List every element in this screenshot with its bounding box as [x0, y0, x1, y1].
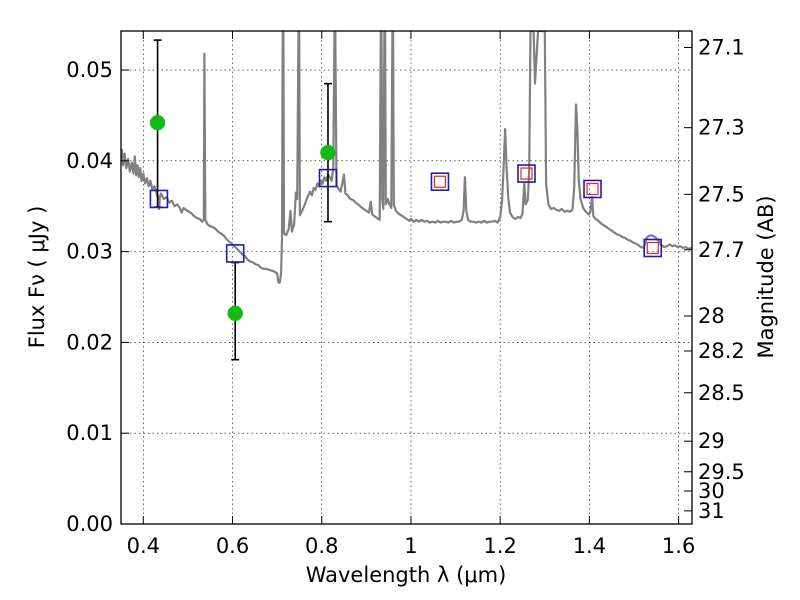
- x-axis-label: Wavelength λ (μm): [306, 563, 507, 587]
- model-box-point: [583, 179, 602, 199]
- y-tick-label: 0.05: [66, 58, 113, 82]
- y2-tick-label: 27.1: [698, 36, 745, 60]
- model-box-point: [318, 168, 338, 188]
- y-tick-label: 0.02: [66, 330, 113, 354]
- x-tick-label: 1.6: [662, 534, 695, 558]
- x-tick-label: 1: [404, 534, 417, 558]
- y2-tick-label: 31: [698, 499, 725, 523]
- x-tick-label: 1.2: [483, 534, 516, 558]
- x-tick-label: 0.6: [216, 534, 249, 558]
- y2-tick-label: 27.5: [698, 182, 745, 206]
- model-photometry-points: [149, 164, 663, 263]
- y-tick-label: 0.00: [66, 512, 113, 536]
- plot-area: [121, 31, 692, 361]
- y2-tick-label: 28: [698, 304, 725, 328]
- model-box-point: [430, 172, 450, 192]
- y2-tick-label: 27.3: [698, 116, 745, 140]
- x-axis-ticks: 0.4 0.6 0.8 1 1.2 1.4 1.6: [127, 31, 695, 558]
- x-tick-label: 0.4: [127, 534, 160, 558]
- model-box-point: [149, 189, 169, 209]
- y-tick-label: 0.04: [66, 149, 113, 173]
- y2-tick-label: 28.2: [698, 339, 745, 363]
- y-axis-ticks: 0.00 0.01 0.02 0.03 0.04 0.05: [66, 58, 129, 536]
- observed-point: [320, 144, 336, 161]
- plot-frame: [120, 30, 693, 525]
- model-inner-point: [433, 175, 447, 188]
- y2-tick-label: 27.7: [698, 238, 745, 262]
- y-axis-label: Flux Fν ( μJy ): [25, 206, 49, 349]
- model-box-point: [517, 164, 536, 183]
- x-tick-label: 0.8: [305, 534, 338, 558]
- y2-axis-label: Magnitude (AB): [754, 195, 778, 358]
- model-box-point: [643, 238, 663, 258]
- y-tick-label: 0.01: [66, 421, 113, 445]
- spectrum-line: [121, 31, 692, 284]
- x-tick-label: 1.4: [573, 534, 606, 558]
- model-inner-point: [646, 241, 659, 255]
- grid-lines: [121, 31, 692, 524]
- y2-tick-label: 30: [698, 479, 725, 503]
- model-inner-points: [433, 167, 659, 255]
- observed-points: [149, 114, 336, 322]
- model-inner-point: [520, 167, 533, 180]
- y2-tick-label: 29: [698, 429, 725, 453]
- y2-tick-label: 29.5: [698, 460, 745, 484]
- observed-point: [227, 305, 243, 322]
- model-inner-point: [586, 182, 599, 196]
- observed-point: [149, 114, 166, 131]
- y-tick-label: 0.03: [66, 240, 113, 264]
- model-box-point: [225, 244, 245, 263]
- y2-tick-label: 28.5: [698, 381, 745, 405]
